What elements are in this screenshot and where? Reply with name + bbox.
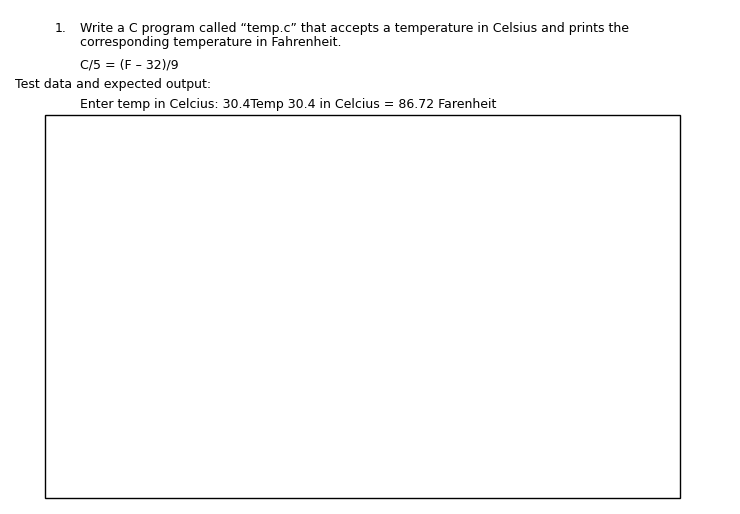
Bar [45, 115, 680, 498]
Text: C/5 = (F – 32)/9: C/5 = (F – 32)/9 [80, 58, 178, 71]
Text: Write a C program called “temp.c” that accepts a temperature in Celsius and prin: Write a C program called “temp.c” that a… [80, 22, 629, 35]
Text: Enter temp in Celcius: 30.4Temp 30.4 in Celcius = 86.72 Farenheit: Enter temp in Celcius: 30.4Temp 30.4 in … [80, 98, 497, 111]
Text: Test data and expected output:: Test data and expected output: [15, 78, 211, 91]
Text: 1.: 1. [55, 22, 67, 35]
Text: corresponding temperature in Fahrenheit.: corresponding temperature in Fahrenheit. [80, 36, 341, 49]
